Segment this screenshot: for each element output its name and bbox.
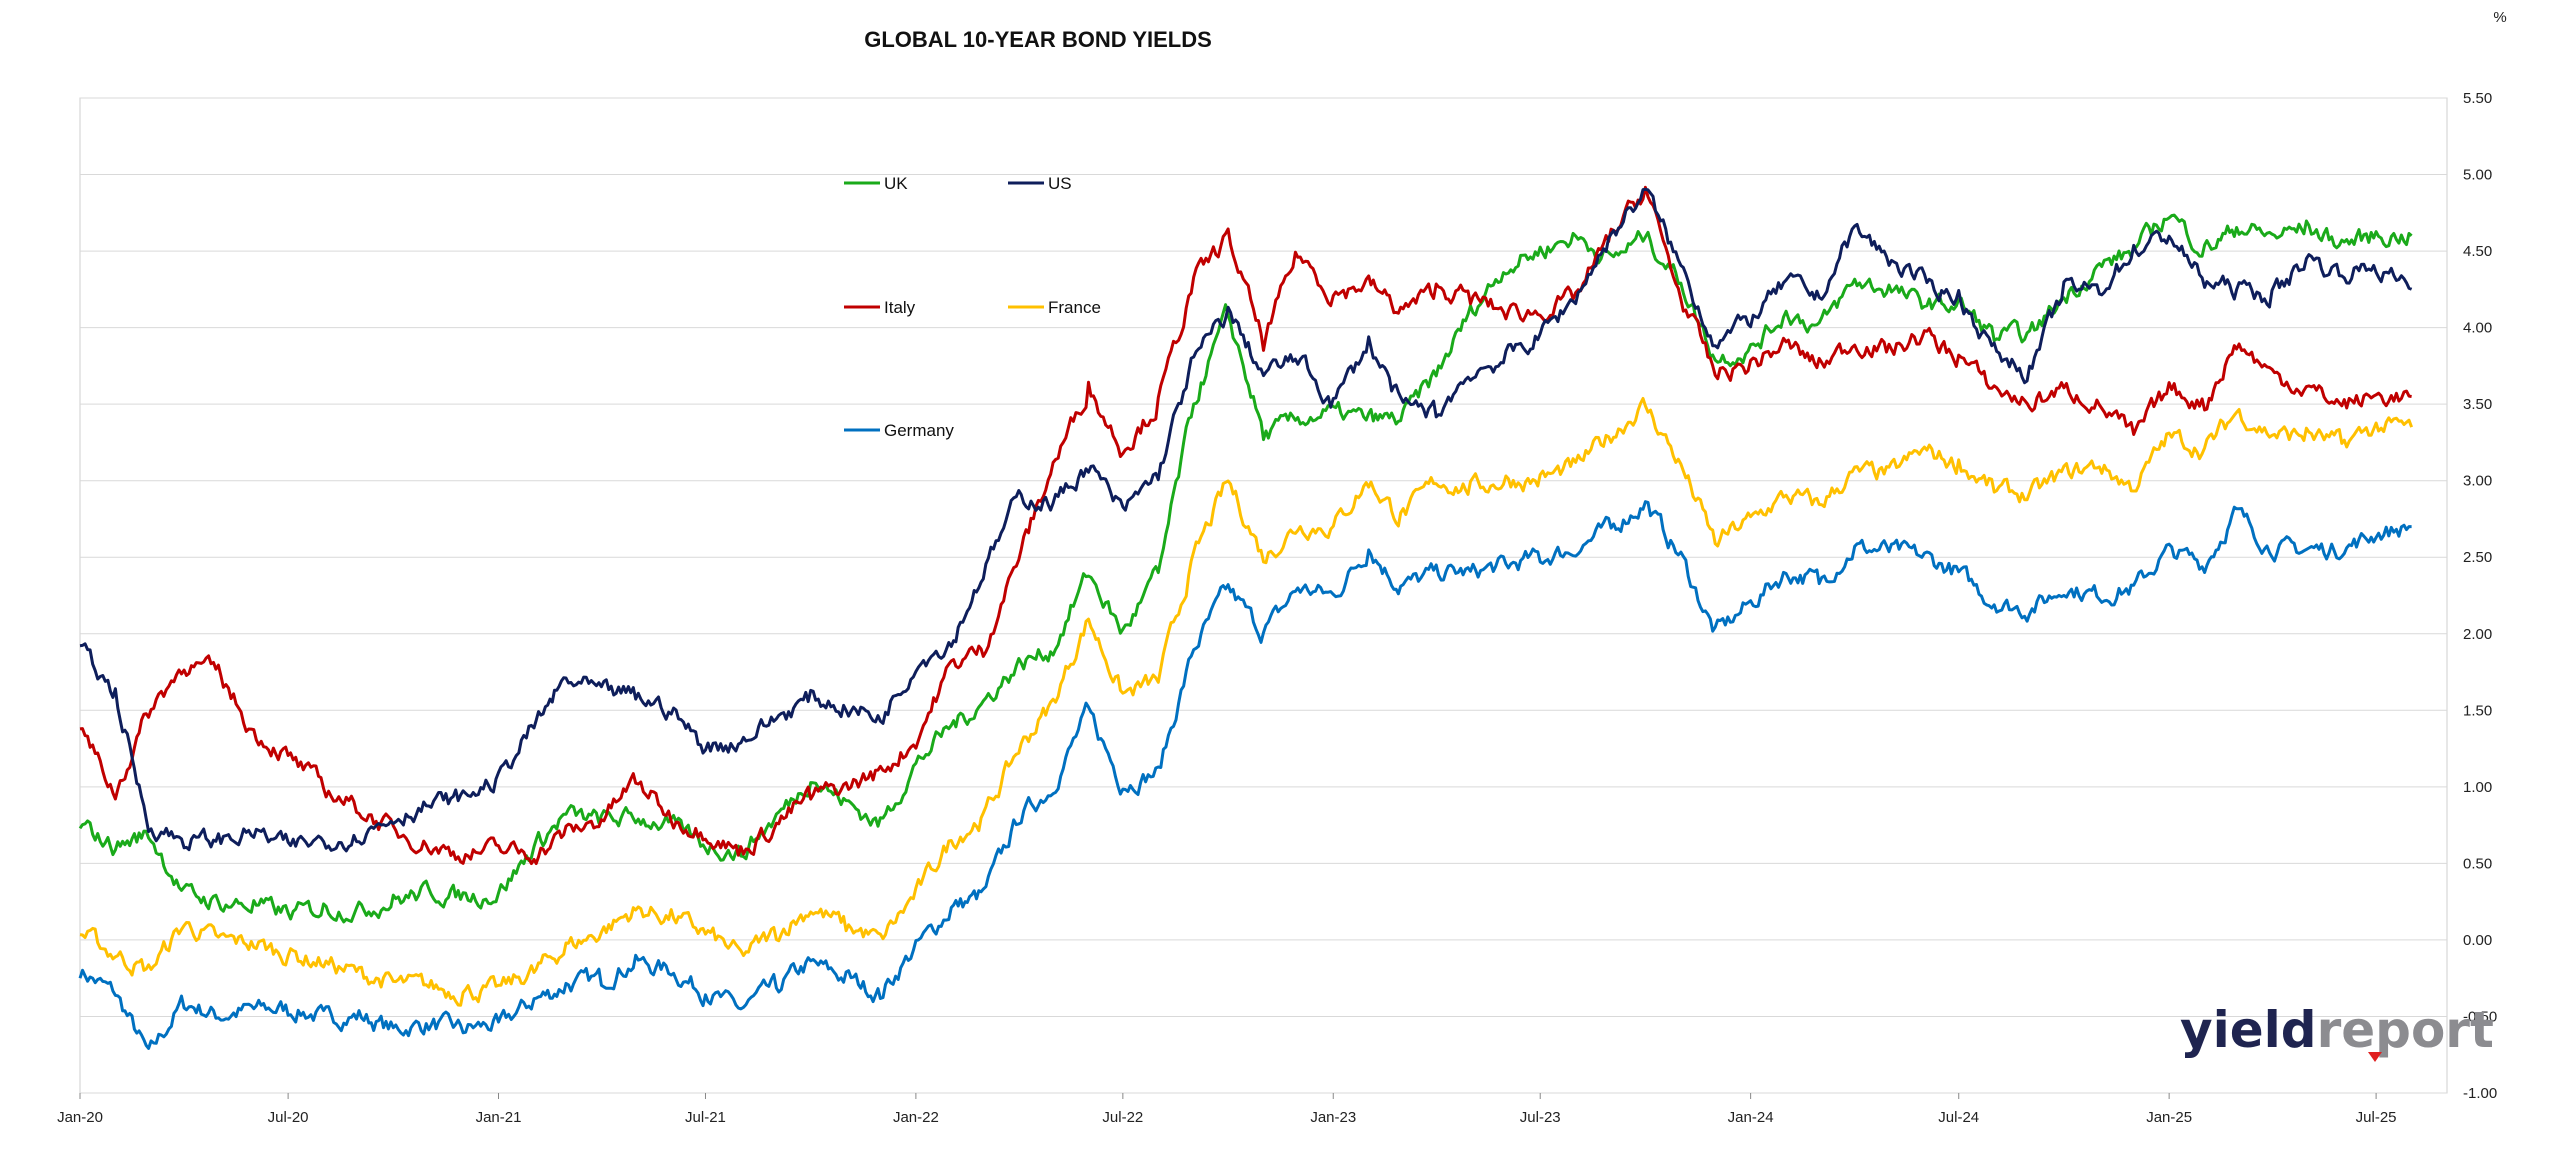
logo-wordmark: yieldreport	[2180, 1001, 2494, 1059]
series-line-us	[79, 187, 2413, 853]
x-tick-label: Jan-24	[1728, 1109, 1774, 1126]
yieldreport-logo: yieldreport	[2180, 1001, 2494, 1062]
chart-title: GLOBAL 10-YEAR BOND YIELDS	[864, 27, 1212, 52]
x-tick-label: Jul-20	[268, 1109, 309, 1126]
y-axis-unit-label: %	[2493, 9, 2506, 26]
gridlines	[80, 97, 2447, 1094]
x-tick-label: Jul-25	[2356, 1109, 2397, 1126]
logo-accent-icon	[2368, 1052, 2382, 1062]
logo-part-report: report	[2317, 1001, 2494, 1059]
legend-label-germany: Germany	[884, 421, 954, 440]
y-tick-label: 2.00	[2463, 626, 2492, 643]
x-tick-label: Jan-21	[476, 1109, 522, 1126]
legend-label-us: US	[1048, 174, 1072, 193]
x-tick-label: Jul-23	[1520, 1109, 1561, 1126]
x-axis-ticks: Jan-20 Jul-20 Jan-21 Jul-21 Jan-22 Jul-22 Jan-…	[57, 1093, 2397, 1126]
x-tick-label: Jul-24	[1938, 1109, 1979, 1126]
series-line-germany	[78, 500, 2412, 1050]
series-line-france	[79, 397, 2414, 1007]
legend-label-uk: UK	[884, 174, 908, 193]
x-tick-label: Jan-23	[1310, 1109, 1356, 1126]
series-lines	[78, 185, 2414, 1050]
legend-label-france: France	[1048, 298, 1101, 317]
x-tick-label: Jul-21	[685, 1109, 726, 1126]
x-tick-label: Jan-25	[2146, 1109, 2192, 1126]
y-axis-ticks: 5.50 5.00 4.50 4.00 3.50 3.00 2.50 2.00 1.50 1.00…	[2463, 90, 2497, 1102]
x-tick-label: Jan-22	[893, 1109, 939, 1126]
y-tick-label: 0.50	[2463, 855, 2492, 872]
legend-label-italy: Italy	[884, 298, 916, 317]
x-tick-label: Jan-20	[57, 1109, 103, 1126]
y-tick-label: 5.00	[2463, 167, 2492, 184]
y-tick-label: 5.50	[2463, 90, 2492, 107]
series-line-uk	[78, 213, 2413, 924]
logo-part-yield: yield	[2180, 1001, 2317, 1059]
y-tick-label: 1.00	[2463, 779, 2492, 796]
series-line-italy	[79, 185, 2412, 866]
y-tick-label: -1.00	[2463, 1085, 2497, 1102]
y-tick-label: 1.50	[2463, 702, 2492, 719]
y-tick-label: 0.00	[2463, 932, 2492, 949]
y-tick-label: 3.50	[2463, 396, 2492, 413]
y-tick-label: 3.00	[2463, 473, 2492, 490]
y-tick-label: 2.50	[2463, 549, 2492, 566]
y-tick-label: -0.50	[2463, 1008, 2497, 1025]
legend: UK US Italy France Germany	[844, 174, 1101, 440]
x-tick-label: Jul-22	[1102, 1109, 1143, 1126]
y-tick-label: 4.00	[2463, 320, 2492, 337]
y-tick-label: 4.50	[2463, 243, 2492, 260]
